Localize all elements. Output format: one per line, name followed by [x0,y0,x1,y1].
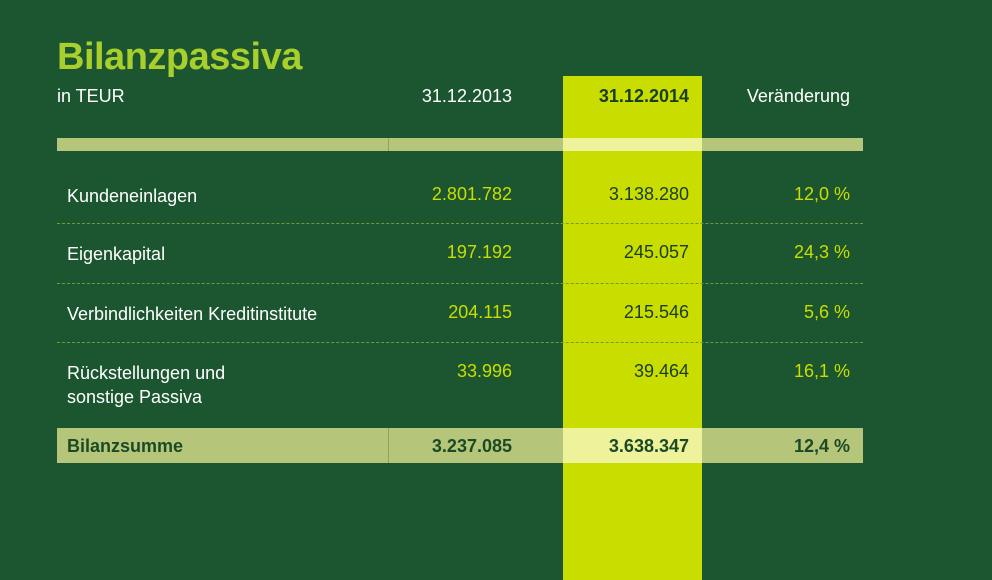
row-label-line-2: sonstige Passiva [67,387,203,407]
total-row: Bilanzsumme 3.237.085 3.638.347 12,4 % [57,428,863,463]
total-value-2014: 3.638.347 [608,436,689,456]
unit-label: in TEUR [57,86,125,106]
highlight-column-2014 [563,76,702,580]
total-value-change: 12,4 % [793,436,850,456]
total-value-2013: 3.237.085 [431,436,512,456]
band-highlight [563,138,702,151]
value-2013: 33.996 [456,361,512,381]
value-2013: 2.801.782 [431,184,512,204]
row-divider [57,223,863,224]
value-2014: 3.138.280 [608,184,689,204]
column-header-change: Veränderung [746,86,850,106]
column-header-2013: 31.12.2013 [421,86,512,106]
column-header-2014: 31.12.2014 [598,86,689,106]
value-2013: 204.115 [448,302,512,322]
header-divider-band [57,138,863,151]
band-separator [388,138,389,151]
row-label: Verbindlichkeiten Kreditinstitute [67,304,318,324]
row-divider [57,283,863,284]
row-label: Rückstellungen und sonstige Passiva [67,361,225,409]
value-2013: 197.192 [446,242,512,262]
value-change: 16,1 % [793,361,850,381]
value-2014: 39.464 [633,361,689,381]
row-label: Kundeneinlagen [67,186,198,206]
page-title: Bilanzpassiva [57,36,302,78]
value-2014: 245.057 [623,242,689,262]
value-2014: 215.546 [623,302,689,322]
row-divider [57,342,863,343]
row-label-line-1: Rückstellungen und [67,363,226,383]
value-change: 12,0 % [793,184,850,204]
value-change: 24,3 % [793,242,850,262]
row-label: Eigenkapital [67,244,166,264]
total-separator [388,428,389,463]
value-change: 5,6 % [803,302,850,322]
total-label: Bilanzsumme [67,436,184,456]
total-highlight [563,428,702,463]
